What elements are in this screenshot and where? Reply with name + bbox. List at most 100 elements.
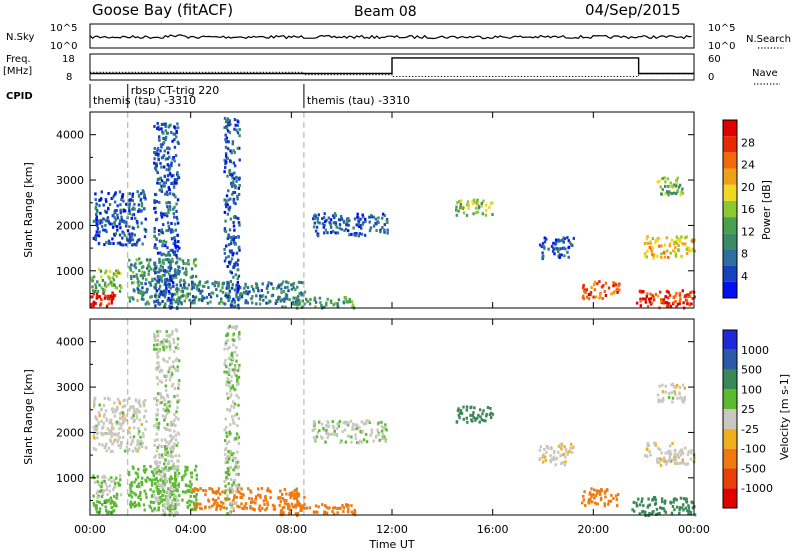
echo-cell <box>230 358 233 362</box>
echo-cell <box>166 412 169 416</box>
echo-cell <box>684 446 687 450</box>
echo-cell <box>162 131 165 135</box>
echo-cell <box>237 268 240 272</box>
echo-cell <box>182 490 185 494</box>
echo-cell <box>632 500 635 504</box>
echo-cell <box>96 475 99 479</box>
echo-cell <box>457 413 461 417</box>
echo-cell <box>330 300 333 304</box>
echo-cell <box>177 301 180 305</box>
echo-cell <box>151 509 154 513</box>
echo-cell <box>110 299 114 302</box>
echo-cell <box>102 217 105 221</box>
echo-cell <box>651 497 655 501</box>
echo-cell <box>176 198 180 202</box>
echo-cell <box>90 304 93 308</box>
echo-cell <box>122 414 125 418</box>
echo-cell <box>133 202 136 206</box>
echo-cell <box>169 208 172 212</box>
echo-cell <box>229 242 233 246</box>
echo-cell <box>384 423 387 427</box>
echo-cell <box>130 216 133 220</box>
echo-cell <box>164 477 168 481</box>
echo-cell <box>128 209 131 213</box>
echo-cell <box>133 264 136 268</box>
power-colorbar-tick: 8 <box>741 248 748 261</box>
echo-cell <box>138 238 141 242</box>
echo-cell <box>133 504 136 508</box>
echo-cell <box>318 429 321 433</box>
echo-cell <box>283 286 287 290</box>
echo-cell <box>157 157 160 161</box>
echo-cell <box>235 295 238 299</box>
echo-cell <box>296 303 299 307</box>
echo-cell <box>226 237 229 241</box>
echo-cell <box>167 400 170 404</box>
echo-cell <box>641 290 644 294</box>
echo-cell <box>340 215 343 218</box>
echo-cell <box>590 487 593 491</box>
echo-cell <box>176 174 180 177</box>
echo-cell <box>224 230 228 234</box>
echo-cell <box>225 365 228 369</box>
echo-cell <box>593 488 596 492</box>
echo-cell <box>173 498 177 502</box>
echo-cell <box>230 354 233 358</box>
echo-cell <box>238 184 241 187</box>
echo-cell <box>488 413 492 417</box>
echo-cell <box>162 184 165 188</box>
echo-cell <box>247 487 250 491</box>
echo-cell <box>266 284 269 288</box>
echo-cell <box>238 505 241 509</box>
echo-cell <box>115 420 118 424</box>
echo-cell <box>227 198 230 202</box>
echo-cell <box>171 181 174 185</box>
echo-cell <box>241 506 244 510</box>
echo-cell <box>152 501 155 504</box>
nave-tick-high: 60 <box>708 54 721 65</box>
echo-cell <box>140 221 143 225</box>
echo-cell <box>157 279 160 283</box>
echo-cell <box>480 201 483 205</box>
echo-cell <box>380 420 383 424</box>
echo-region <box>223 116 241 310</box>
echo-cell <box>610 292 613 296</box>
echo-cell <box>171 506 174 509</box>
echo-cell <box>544 458 548 462</box>
echo-cell <box>689 512 693 516</box>
echo-cell <box>168 285 171 289</box>
echo-cell <box>660 451 663 455</box>
echo-cell <box>161 467 164 471</box>
echo-cell <box>115 496 118 500</box>
echo-cell <box>294 512 298 516</box>
echo-cell <box>667 255 670 259</box>
echo-cell <box>364 421 368 425</box>
echo-cell <box>459 199 463 203</box>
echo-cell <box>121 405 124 409</box>
echo-cell <box>240 496 244 499</box>
echo-cell <box>174 261 178 265</box>
echo-cell <box>141 273 145 277</box>
echo-cell <box>153 424 156 428</box>
echo-cell <box>174 511 177 515</box>
echo-cell <box>195 477 198 481</box>
echo-cell <box>188 298 191 302</box>
echo-cell <box>138 289 141 293</box>
echo-cell <box>562 453 565 457</box>
echo-cell <box>231 368 234 372</box>
echo-cell <box>160 369 164 373</box>
echo-cell <box>292 286 295 290</box>
echo-cell <box>101 278 105 282</box>
echo-cell <box>131 502 135 506</box>
velocity-colorbar-tick: -25 <box>741 423 759 436</box>
echo-cell <box>658 457 662 461</box>
echo-cell <box>163 122 166 126</box>
echo-cell <box>143 271 146 275</box>
echo-cell <box>460 206 464 209</box>
echo-cell <box>678 183 682 187</box>
echo-cell <box>149 295 152 299</box>
echo-cell <box>189 275 193 279</box>
echo-cell <box>231 338 234 342</box>
echo-cell <box>205 295 209 299</box>
echo-cell <box>127 430 130 434</box>
